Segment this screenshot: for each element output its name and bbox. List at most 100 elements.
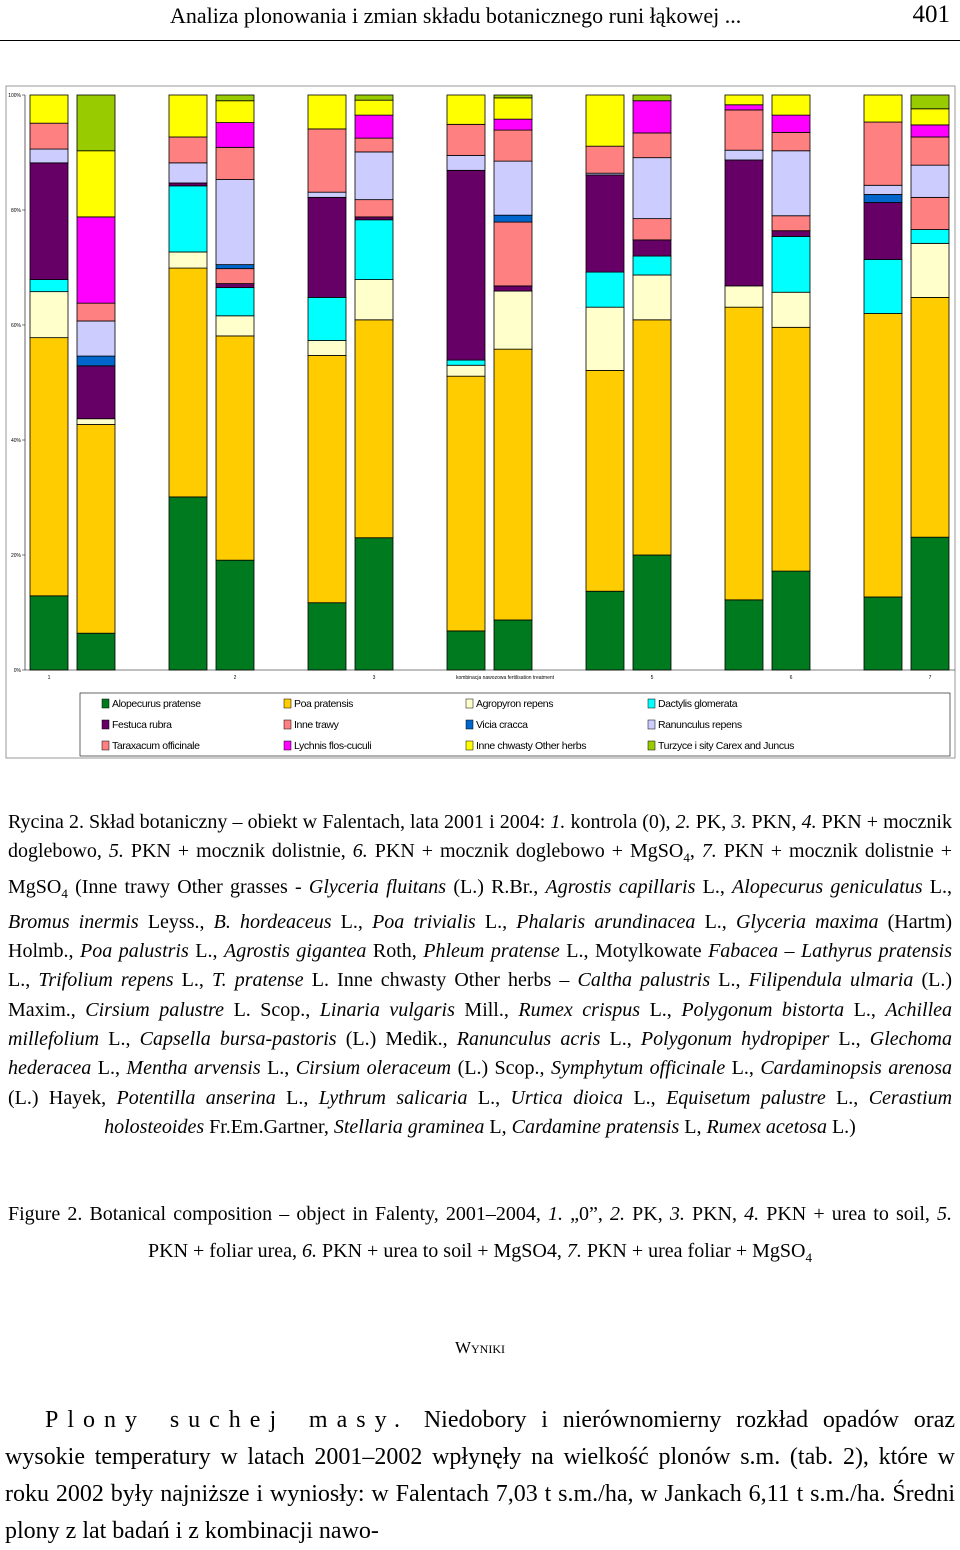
bar-segment bbox=[446, 169, 486, 361]
legend-label: Ranunculus repens bbox=[658, 719, 742, 731]
legend-swatch bbox=[283, 719, 292, 730]
bar-segment bbox=[76, 632, 116, 671]
caption-italic: Potentilla anserina bbox=[116, 1086, 276, 1109]
caption-subscript: 4 bbox=[61, 885, 68, 901]
caption-text: PKN + urea to soil + MgSO4, bbox=[317, 1240, 567, 1262]
caption-text: (Hartm) Holmb., bbox=[8, 910, 953, 963]
bar-segment bbox=[771, 150, 811, 217]
caption-text: L., bbox=[475, 910, 517, 933]
legend-label: Turzyce i sity Carex and Juncus bbox=[658, 740, 794, 752]
bar-segment bbox=[632, 132, 672, 159]
legend-label: Inne trawy bbox=[294, 719, 340, 731]
bar-segment bbox=[771, 215, 811, 232]
legend-swatch bbox=[465, 740, 474, 751]
paragraph-lead: Plony suchej masy. bbox=[45, 1407, 410, 1433]
caption-italic: Lythrum salicaria bbox=[318, 1086, 468, 1109]
caption-text: L., bbox=[8, 969, 39, 992]
bar-segment bbox=[585, 271, 625, 308]
section-heading: Wyniki bbox=[454, 1338, 506, 1357]
bar-segment bbox=[307, 602, 347, 671]
bar-segment bbox=[724, 599, 764, 671]
bar-segment bbox=[29, 162, 69, 280]
bar-segment bbox=[215, 146, 255, 180]
bar-segment bbox=[168, 251, 208, 269]
caption-text: L., bbox=[331, 910, 373, 933]
bar-segment bbox=[863, 194, 903, 203]
bar-segment bbox=[215, 179, 255, 266]
legend-label: Poa pratensis bbox=[294, 698, 353, 710]
bar-segment bbox=[307, 196, 347, 298]
bar-segment bbox=[910, 229, 950, 244]
bar-segment bbox=[493, 118, 533, 131]
caption-text: L., Motylkowate bbox=[559, 940, 709, 963]
caption-text: PKN + foliar urea, bbox=[148, 1240, 303, 1262]
caption-italic: 3. bbox=[669, 1203, 685, 1225]
bar-segment bbox=[307, 355, 347, 604]
bar-segment bbox=[354, 319, 394, 539]
caption-text: PKN + mocznik dolistnie + MgSO bbox=[8, 840, 952, 898]
caption-italic: Phalaris arundinacea bbox=[516, 910, 696, 933]
bar-segment bbox=[585, 94, 625, 147]
bar-segment bbox=[215, 283, 255, 289]
y-tick-label: 100% bbox=[8, 93, 21, 99]
bar-segment bbox=[493, 290, 533, 350]
caption-italic: 1. bbox=[550, 811, 566, 833]
bar-segment bbox=[307, 340, 347, 356]
caption-italic: 1. bbox=[547, 1203, 563, 1225]
bar-segment bbox=[446, 94, 486, 125]
caption-text: „0”, bbox=[562, 1203, 610, 1225]
bar-segment bbox=[29, 148, 69, 164]
caption-italic: 6. bbox=[352, 840, 368, 863]
bar-segment bbox=[168, 185, 208, 253]
bar-segment bbox=[771, 326, 811, 572]
bar-segment bbox=[76, 418, 116, 425]
bar-segment bbox=[632, 554, 672, 671]
caption-text: Figure 2. Botanical composition – object… bbox=[8, 1203, 548, 1225]
bar-segment bbox=[76, 94, 116, 152]
bar-segment bbox=[585, 590, 625, 671]
caption-italic: Cirsium oleraceum bbox=[295, 1057, 452, 1080]
paragraph: Plony suchej masy. Niedobory i nierównom… bbox=[5, 1402, 955, 1550]
bar-segment bbox=[493, 348, 533, 621]
bar-segment bbox=[910, 94, 950, 110]
bar-segment bbox=[354, 219, 394, 280]
caption-italic: Equisetum palustre bbox=[666, 1086, 826, 1109]
caption-text: Fr.Em.Gartner, bbox=[204, 1115, 334, 1138]
caption-italic: Achillea millefolium bbox=[8, 998, 953, 1051]
legend-swatch bbox=[101, 698, 110, 709]
bar-segment bbox=[215, 264, 255, 270]
bar-segment bbox=[29, 595, 69, 671]
caption-subscript: 4 bbox=[805, 1250, 812, 1265]
bar-segment bbox=[76, 150, 116, 218]
x-tick-label: 3 bbox=[373, 675, 376, 681]
caption-italic: Rumex crispus bbox=[518, 998, 641, 1021]
bar-segment bbox=[215, 94, 255, 102]
bar-segment bbox=[354, 94, 394, 101]
bar-segment bbox=[493, 160, 533, 216]
bar-segment bbox=[168, 162, 208, 184]
caption-italic: Bromus inermis bbox=[8, 910, 139, 933]
caption-text: L., bbox=[188, 940, 224, 963]
bar-segment bbox=[354, 199, 394, 218]
bar-segment bbox=[446, 154, 486, 171]
bar-segment bbox=[446, 364, 486, 377]
bar-segment bbox=[446, 123, 486, 156]
caption-italic: Cerastium holosteoides bbox=[104, 1086, 953, 1138]
legend-label: Festuca rubra bbox=[112, 719, 172, 731]
bar-segment bbox=[354, 279, 394, 321]
bar-segment bbox=[307, 128, 347, 193]
bar-segment bbox=[724, 159, 764, 287]
bar-segment bbox=[446, 630, 486, 671]
caption-italic: 3. bbox=[731, 811, 747, 833]
bar-segment bbox=[910, 124, 950, 138]
bar-segment bbox=[863, 596, 903, 671]
legend-label: Alopecurus pratense bbox=[112, 698, 201, 710]
caption-text: Mill., bbox=[454, 998, 519, 1021]
bar-segment bbox=[632, 100, 672, 134]
bar-segment bbox=[215, 100, 255, 124]
caption-text: L., bbox=[725, 1057, 761, 1080]
caption-italic: Phleum pratense bbox=[423, 940, 560, 963]
caption-text: L., bbox=[695, 875, 733, 898]
bar-segment bbox=[724, 285, 764, 308]
